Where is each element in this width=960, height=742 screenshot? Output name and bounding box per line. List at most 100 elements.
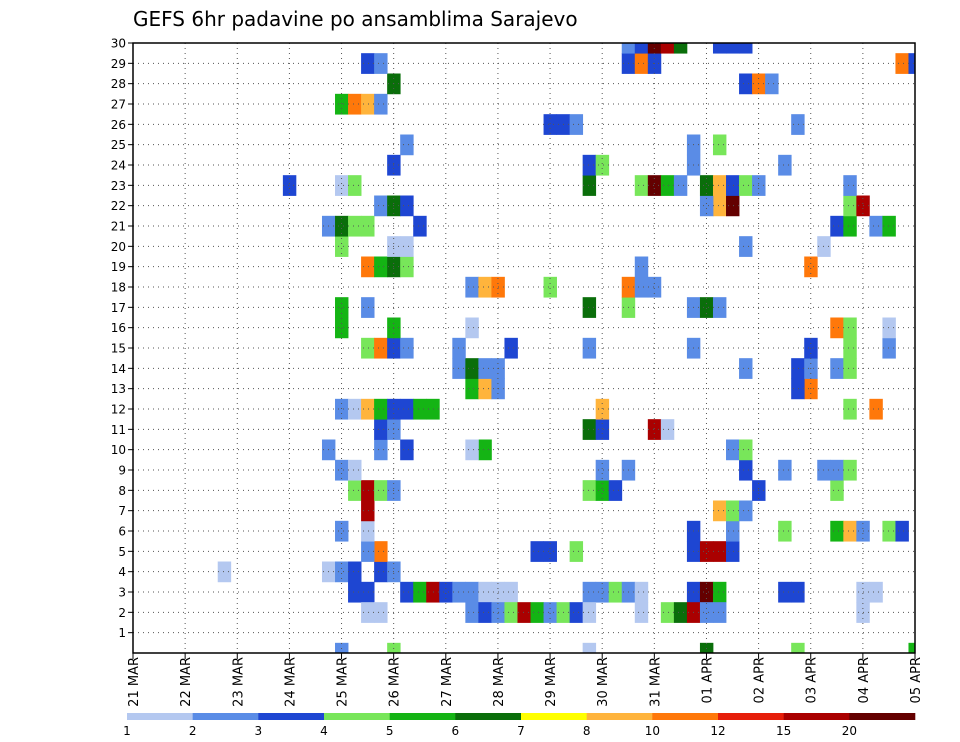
heatmap-cell (374, 541, 388, 562)
heatmap-cell (843, 317, 857, 339)
heatmap-cell (712, 500, 727, 522)
heatmap-cell (426, 398, 440, 420)
heatmap-cell (869, 581, 883, 603)
y-tick-label: 6 (118, 525, 126, 539)
heatmap-cell (348, 459, 362, 481)
colorbar-label: 4 (320, 724, 328, 738)
heatmap-cell (400, 398, 414, 420)
heatmap-cell (660, 419, 675, 440)
y-tick-label: 22 (111, 199, 126, 213)
heatmap-cell (739, 43, 753, 54)
heatmap-cell (739, 73, 753, 95)
chart-title: GEFS 6hr padavine po ansamblima Sarajevo (133, 7, 578, 31)
heatmap-cell (348, 581, 362, 603)
heatmap-cell (726, 195, 740, 217)
heatmap-cell (374, 419, 388, 440)
colorbar-label: 3 (255, 724, 263, 738)
y-tick-label: 19 (111, 260, 126, 274)
y-tick-label: 7 (118, 504, 126, 518)
heatmap-cell (361, 581, 375, 603)
heatmap-cell (413, 398, 427, 420)
heatmap-cell (374, 53, 388, 74)
heatmap-cell (361, 215, 375, 237)
heatmap-cell (504, 581, 518, 603)
heatmap-cell (361, 53, 375, 74)
heatmap-cell (726, 500, 740, 522)
heatmap-cell (882, 337, 896, 359)
heatmap-cell (908, 53, 916, 74)
heatmap-cell (569, 602, 584, 623)
y-tick-label: 3 (118, 586, 126, 600)
heatmap-cell (595, 398, 610, 420)
heatmap-cell (582, 602, 597, 623)
heatmap-cell (361, 337, 375, 359)
heatmap-cell (634, 53, 649, 74)
heatmap-cell (361, 256, 375, 278)
heatmap-cell (465, 276, 479, 298)
heatmap-cell (843, 195, 857, 217)
y-tick-label: 26 (111, 118, 126, 132)
heatmap-cell (582, 154, 597, 176)
heatmap-cell (400, 134, 414, 156)
y-tick-label: 23 (111, 179, 126, 193)
heatmap-cell (426, 581, 440, 603)
heatmap-cell (335, 520, 349, 542)
colorbar: 1 2 3 4 5 6 7 8 10 12 15 20 (123, 713, 916, 738)
y-tick-label: 20 (111, 240, 126, 254)
heatmap-cell (361, 602, 375, 623)
heatmap-cell (660, 43, 675, 54)
y-tick-label: 17 (111, 301, 126, 315)
heatmap-cell (634, 276, 649, 298)
colorbar-label: 7 (517, 724, 525, 738)
heatmap-cell (634, 581, 649, 603)
heatmap-cell (699, 175, 714, 196)
heatmap-cell (374, 480, 388, 501)
heatmap-cell (348, 93, 362, 115)
heatmap-cell (335, 297, 349, 318)
heatmap-cell (647, 276, 662, 298)
colorbar-swatch (521, 713, 587, 720)
heatmap-cell (569, 114, 584, 135)
heatmap-cell (712, 297, 727, 318)
heatmap-cell (843, 215, 857, 237)
heatmap-cell (582, 419, 597, 440)
x-tick-label: 30 MAR (596, 657, 611, 707)
colorbar-swatch (718, 713, 784, 720)
heatmap-cell (374, 93, 388, 115)
colorbar-label: 12 (710, 724, 725, 738)
y-tick-label: 14 (111, 362, 126, 376)
heatmap-cell (465, 317, 479, 339)
x-tick-label: 03 APR (805, 657, 820, 703)
heatmap-cell (361, 398, 375, 420)
heatmap-cell (465, 378, 479, 400)
heatmap-cell (478, 602, 492, 623)
heatmap-cell (739, 459, 753, 481)
y-tick-label: 18 (111, 281, 126, 295)
heatmap-cell (348, 215, 362, 237)
y-tick-label: 30 (111, 37, 126, 51)
heatmap-cell (374, 602, 388, 623)
heatmap-cell (400, 337, 414, 359)
heatmap-cell (726, 43, 740, 54)
heatmap-cell (830, 480, 844, 501)
heatmap-cell (634, 43, 649, 54)
heatmap-cell (712, 602, 727, 623)
y-tick-label: 21 (111, 220, 126, 234)
heatmap-cell (791, 358, 805, 379)
heatmap-cell (361, 500, 375, 522)
heatmap-cell (361, 541, 375, 562)
heatmap-cell (582, 175, 597, 196)
y-tick-label: 8 (118, 484, 126, 498)
heatmap-cell (465, 581, 479, 603)
heatmap-cell (595, 581, 610, 603)
heatmap-cell (400, 236, 414, 257)
heatmap-cell (348, 561, 362, 583)
heatmap-cell (543, 276, 557, 298)
y-tick-label: 16 (111, 321, 126, 335)
y-tick-label: 2 (118, 606, 126, 620)
heatmap-cell (530, 541, 544, 562)
heatmap-cell (517, 602, 531, 623)
heatmap-cell (726, 439, 740, 461)
heatmap-cell (595, 419, 610, 440)
heatmap-cell (374, 439, 388, 461)
